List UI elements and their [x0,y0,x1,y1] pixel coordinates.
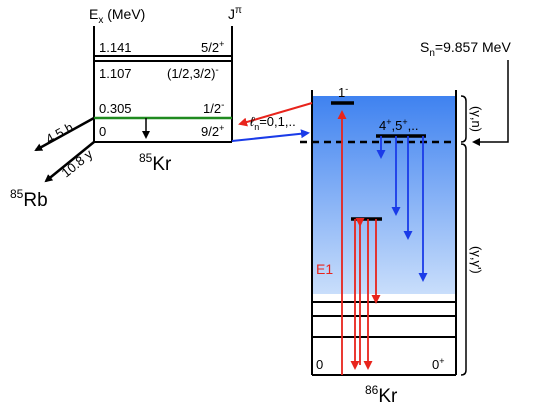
kr85-energy-1107: 1.107 [99,66,132,81]
jpi-header: Jπ [228,5,242,22]
ex-header: Ex (MeV) [89,6,145,26]
gamma-gamma-label: (γ,γ') [469,246,484,274]
kr86-ground-energy: 0 [316,357,323,372]
kr85-spin-0305: 1/2- [203,100,224,116]
neutron-channel: ℓn=0,1,.. Sn=9.857 MeV [231,39,511,146]
reaction-brackets: (γ,n) (γ,γ') [460,95,484,376]
kr85-nucleus-label: 85Kr [139,151,172,175]
halflife-ground-label: 10.8 y [58,146,95,180]
halflife-excited-label: 4.5 h [43,119,76,146]
kr85-energy-0: 0 [99,124,106,139]
neutron-ell-label: ℓn=0,1,.. [250,114,296,132]
kr86-1minus-label: 1- [338,84,348,100]
gamma-n-label: (γ,n) [469,106,484,132]
kr85-energy-0305: 0.305 [99,101,132,116]
sn-pointer-arrow [472,60,509,146]
kr86-nucleus-label: 86Kr [365,383,398,407]
kr86-scheme: 1- 4+,5+,.. 0 0+ E1 86Kr [300,84,457,407]
continuum-region [312,96,456,294]
sn-label: Sn=9.857 MeV [420,39,511,59]
kr85-spin-1107: (1/2,3/2)- [167,65,219,81]
gamma-gamma-bracket [460,143,467,376]
neutron-capture-arrow [231,129,310,142]
kr85-scheme: Ex (MeV) Jπ 1.141 5/2+ 1.107 (1/2,3/2)- … [10,5,242,211]
kr85-energy-1141: 1.141 [99,40,132,55]
e1-label: E1 [316,261,333,277]
beta-decay-arrow-ground [44,141,95,183]
kr86-ground-spin: 0+ [432,356,445,372]
kr86-high-spin-label: 4+,5+,.. [379,117,418,133]
kr85-spin-1141: 5/2+ [201,39,224,55]
rb85-nucleus-label: 85Rb [10,187,48,211]
beta-decay-arrow-excited [34,116,95,152]
kr85-spin-0: 9/2+ [201,123,224,139]
neutron-emission-arrow [238,102,313,127]
gamma-n-bracket [460,95,467,143]
